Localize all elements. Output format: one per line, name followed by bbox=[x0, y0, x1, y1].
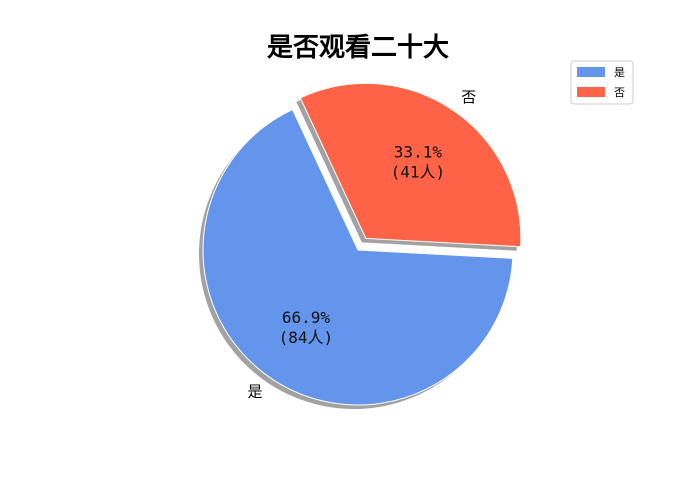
legend: 是 否 bbox=[570, 60, 634, 105]
legend-swatch-no bbox=[577, 87, 605, 97]
slice-percent-yes: 66.9% bbox=[282, 308, 331, 327]
slice-label-yes: 是 bbox=[248, 382, 263, 400]
slice-percent-no: 33.1% bbox=[394, 142, 443, 161]
slice-yes[interactable] bbox=[202, 108, 514, 406]
slice-count-yes: (84人) bbox=[279, 328, 334, 347]
legend-label-no: 否 bbox=[614, 86, 625, 99]
legend-label-yes: 是 bbox=[614, 66, 625, 79]
slice-count-no: (41人) bbox=[391, 162, 446, 181]
pie-slices bbox=[202, 82, 522, 406]
slice-label-no: 否 bbox=[461, 88, 476, 106]
chart-title: 是否观看二十大 bbox=[267, 33, 449, 63]
slice-labels: 是 否 66.9% (84人) 33.1% (41人) bbox=[248, 88, 477, 400]
legend-swatch-yes bbox=[577, 67, 605, 77]
slice-no[interactable] bbox=[299, 82, 522, 248]
